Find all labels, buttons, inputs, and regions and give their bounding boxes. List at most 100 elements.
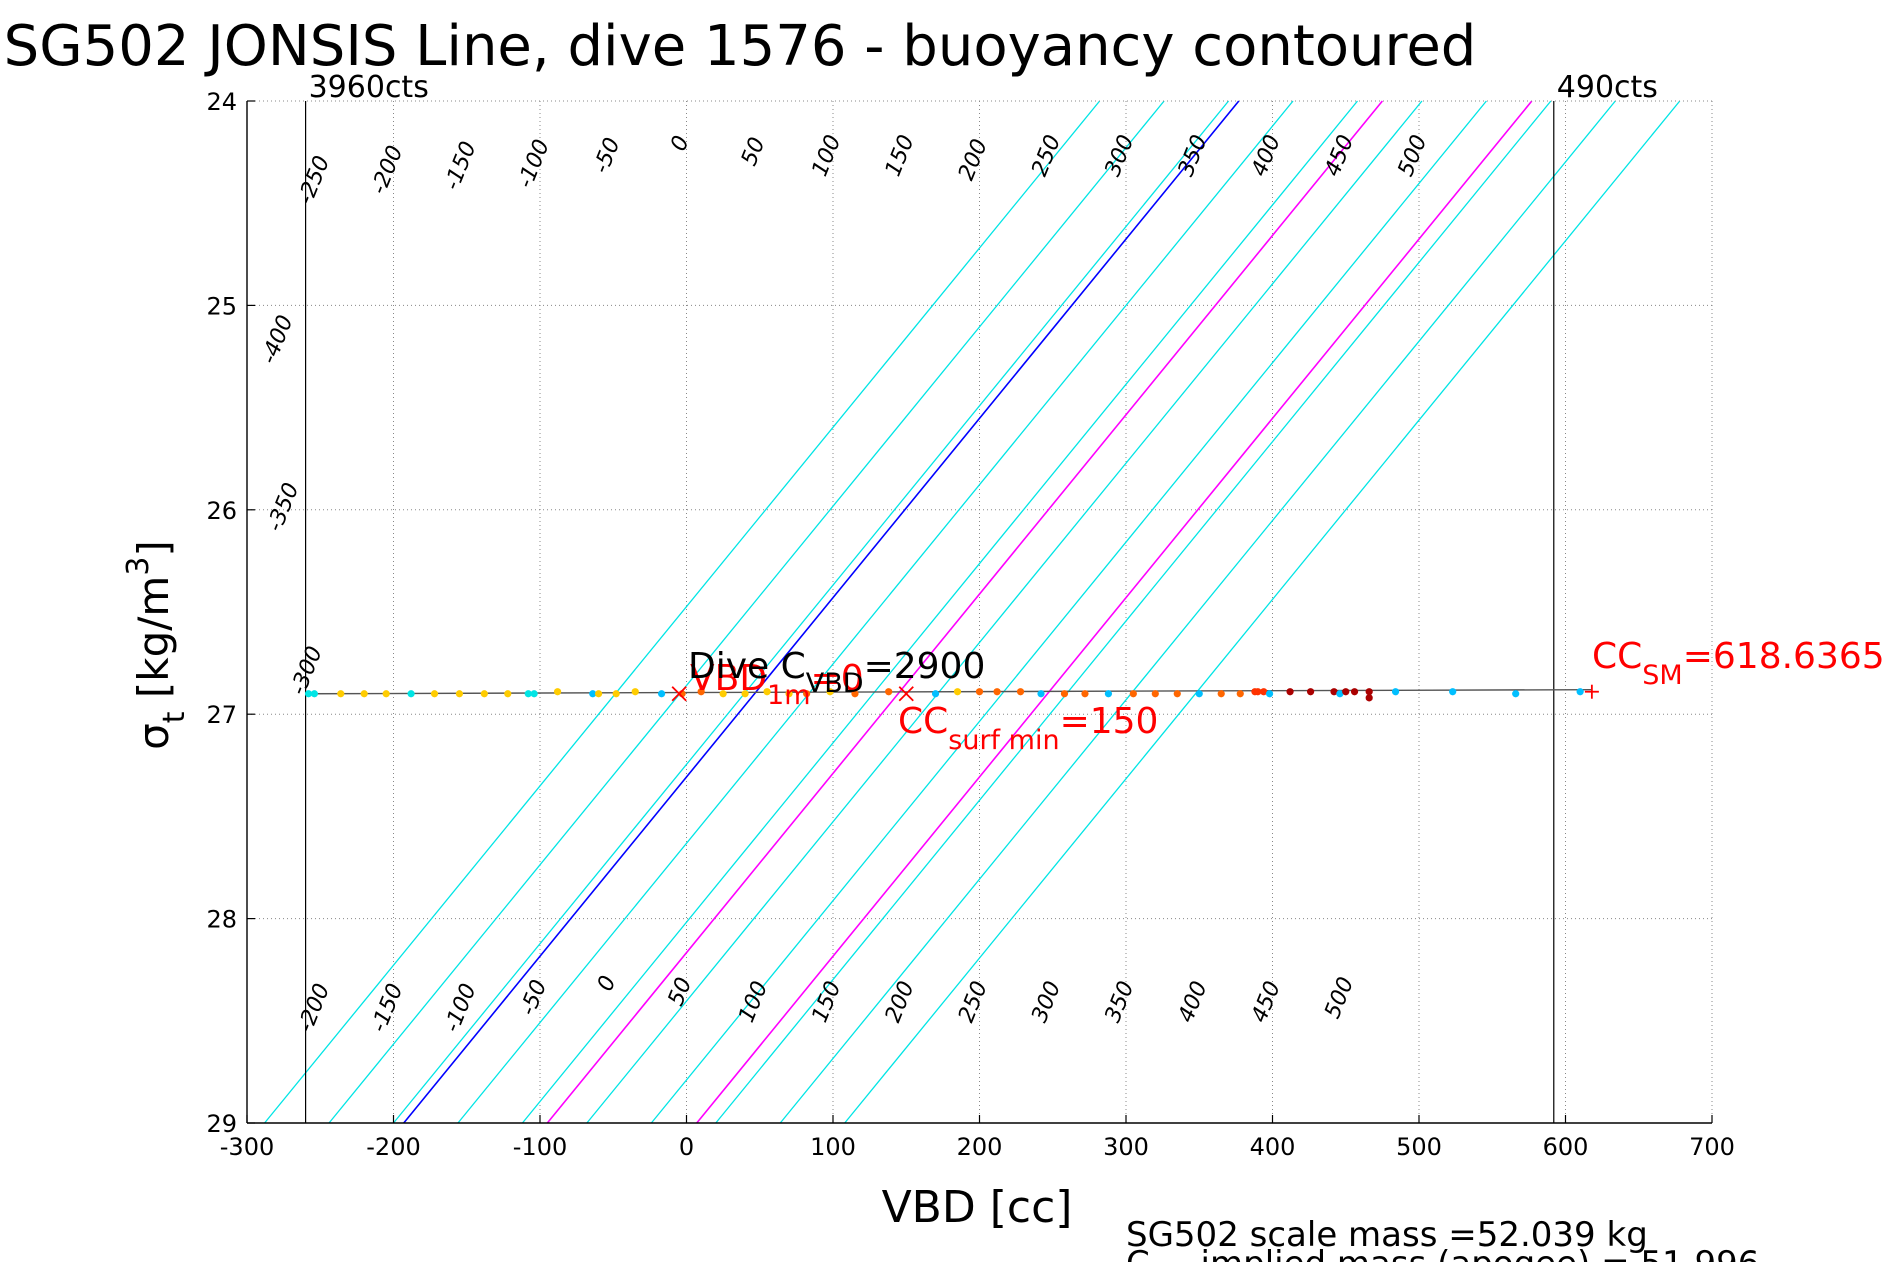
annotation-dive-c-vbd: Dive CVBD =2900 [688,646,985,699]
contour-line [586,100,1423,1124]
data-point [631,688,639,696]
grid [247,101,1712,1123]
y-axis-label: σt [kg/m3] [121,540,192,750]
vbd-limit-label: 490cts [1557,70,1658,105]
annotation-cc-surf-min-main: CC [898,701,948,742]
annotation-cc-surf-min-value: =150 [1060,701,1159,742]
dive-series [304,684,1599,702]
y-tick-label: 28 [206,906,237,934]
magenta-contour [546,100,1383,1124]
annotation-cc-sm-value: =618.6365 [1683,636,1885,677]
cross-marker [898,686,914,702]
x-tick-label: -200 [366,1133,420,1161]
y-tick-label: 26 [206,497,237,525]
svg-text:σt [kg/m3]: σt [kg/m3] [121,540,192,750]
x-tick-label: 0 [679,1133,694,1161]
annotation-dive-c-vbd-value: =2900 [864,646,986,687]
data-point [455,690,464,698]
data-point [504,690,512,698]
x-tick-label: -300 [220,1133,274,1161]
data-point [407,690,415,698]
data-point [803,690,811,698]
data-point [851,690,859,698]
annotation-vbd-1m: VBD1m=0 [690,658,864,711]
annotation-implied-mass: C implied mass (apogee) = 51.996 [1126,1244,1759,1262]
chart-title: SG502 JONSIS Line, dive 1576 - buoyancy … [4,14,1477,79]
data-point [741,690,749,698]
x-tick-label: 200 [957,1133,1003,1161]
data-point [1365,688,1373,696]
plot-area [247,101,1712,1123]
data-point [1512,690,1520,698]
dive-trace-line [308,688,1592,695]
data-point [885,688,893,696]
annotation-cc-surf-min: CCsurf min=150 [898,701,1158,756]
data-point [1330,688,1338,696]
data-point [612,690,620,698]
annotation-cc-surf-min-sub: surf min [948,725,1059,756]
data-point [337,690,345,698]
annotation-implied-mass-rest: implied mass (apogee) = 51.996 [1190,1244,1760,1262]
data-point [785,690,793,698]
data-point [763,688,771,696]
plus-marker [1584,684,1599,699]
data-point [1129,690,1137,698]
x-tick-label: -100 [513,1133,567,1161]
magenta-contour [696,100,1533,1124]
data-point [553,688,562,696]
contour-line [650,100,1487,1124]
axes: -300 -200 -100 0 100 200 300 400 500 600 700 24 25 26… [206,88,1734,1161]
y-tick-label: 24 [206,88,237,116]
contour-line [844,100,1681,1124]
annotation-cc-sm-sub: SM [1642,660,1682,691]
annotation-vbd-1m-sub: 1m [767,680,810,711]
vbd-limit-lines: 3960cts 490cts [305,70,1658,1123]
data-point [360,690,368,698]
data-point [524,690,532,698]
zero-buoyancy-contour [403,100,1240,1124]
y-axis-label-sub: t [157,711,192,723]
data-point [1217,690,1225,698]
annotation-cc-sm-main: CC [1592,636,1642,677]
x-tick-label: 300 [1103,1133,1149,1161]
contour-line [328,100,1165,1124]
annotation-dive-c-vbd-main: Dive C [688,646,806,687]
data-point [304,690,313,698]
annotation-cc-sm: CCSM=618.6365 [1592,636,1885,691]
data-point [993,688,1001,696]
data-point [1336,690,1344,698]
data-point [530,690,538,698]
contour-line [715,100,1552,1124]
contour-line [521,100,1358,1124]
data-point [1391,688,1400,696]
data-point [1576,688,1584,696]
data-point [310,690,318,698]
data-point [657,690,666,698]
x-tick-label: 400 [1250,1133,1296,1161]
contour-line [392,100,1230,1124]
x-tick-label: 600 [1543,1133,1589,1161]
contour-lines [264,100,1681,1124]
data-point [1195,690,1203,698]
data-point [1173,690,1181,698]
x-tick-label: 700 [1689,1133,1735,1161]
data-point [589,690,597,698]
data-point [1260,688,1268,696]
contour-line [264,100,1101,1124]
annotation-vbd-1m-value: =0 [811,658,864,699]
y-axis-label-close: ] [129,540,178,556]
data-point [1342,688,1350,696]
annotation-scale-mass: SG502 scale mass =52.039 kg [1126,1215,1648,1255]
vbd-limit-label: 3960cts [309,70,429,105]
y-axis-label-sup: 3 [121,557,156,576]
data-point [931,690,940,698]
data-point [1254,688,1262,696]
contour-line [779,100,1616,1124]
cross-marker [671,686,687,702]
y-tick-label: 27 [206,701,237,729]
annotation-vbd-1m-main: VBD [690,658,767,699]
data-point [975,688,984,696]
y-tick-label: 25 [206,292,237,320]
